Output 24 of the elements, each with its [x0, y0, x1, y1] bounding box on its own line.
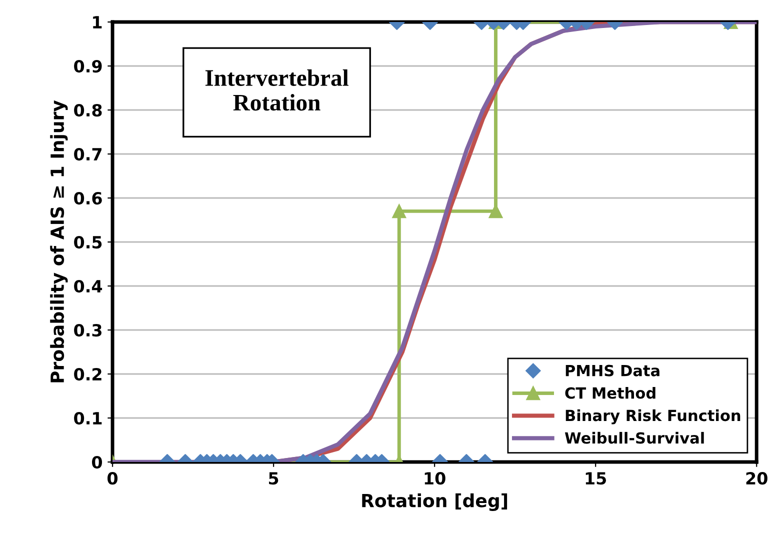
y-tick-label: 0.3: [74, 324, 102, 337]
x-tick-label: 20: [746, 472, 768, 485]
legend-label: Weibull-Survival: [564, 432, 704, 444]
x-tick-label: 10: [424, 472, 446, 485]
x-axis-title: Rotation [deg]: [362, 493, 508, 512]
y-tick-label: 0.1: [74, 412, 102, 425]
x-tick-label: 15: [586, 472, 606, 485]
legend-label: PMHS Data: [566, 364, 660, 376]
y-tick-label: 0.8: [74, 104, 102, 117]
y-tick-label: 0.2: [74, 368, 102, 381]
x-tick-label: 0: [108, 472, 118, 485]
y-tick-label: 0.5: [74, 236, 102, 249]
y-tick-label: 0.4: [74, 280, 102, 293]
annotation: Intervertebral Rotation: [205, 69, 348, 111]
legend-label: CT Method: [565, 386, 656, 399]
y-axis-title: Probability of AIS ≥ 1 Injury: [50, 100, 68, 382]
y-tick-label: 0: [92, 456, 102, 469]
y-tick-label: 0.6: [74, 192, 102, 205]
point: [392, 204, 406, 218]
y-tick-label: 1: [93, 16, 102, 28]
y-tick-label: 0.9: [74, 60, 102, 73]
legend-label: Binary Risk Function: [566, 409, 740, 424]
y-tick-label: 0.7: [74, 148, 102, 161]
x-tick-label: 5: [269, 472, 278, 485]
